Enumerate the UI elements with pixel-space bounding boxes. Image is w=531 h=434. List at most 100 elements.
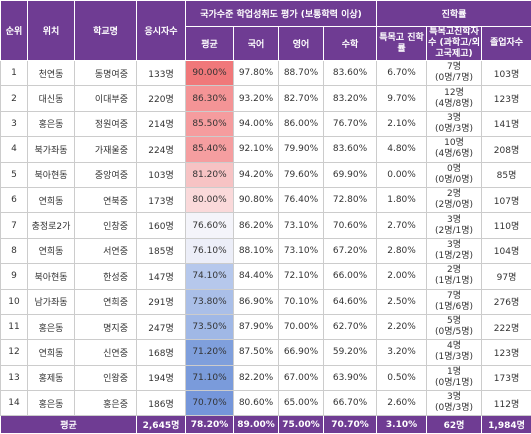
breakdown: (1명/1명) (434, 276, 474, 287)
breakdown: (4명/6명) (434, 149, 474, 160)
breakdown: (2명/1명) (434, 225, 474, 236)
cell: 110명 (481, 212, 531, 239)
cell: 82.70% (278, 85, 324, 112)
cell: 7 (0, 212, 28, 239)
cell: 0명 (0명/0명) (426, 161, 483, 188)
cell: 76.60% (185, 212, 234, 239)
count: 2명 (447, 189, 462, 200)
cell: 서연중 (74, 237, 137, 265)
cell: 103명 (136, 161, 186, 188)
cell: 충정로2가 (27, 212, 75, 239)
cell: 81.20% (185, 161, 234, 188)
cell: 73.80% (185, 288, 234, 315)
subheader-cell: 평균 (185, 26, 234, 61)
cell: 0.00% (376, 161, 428, 188)
breakdown: (2명/0명) (434, 200, 474, 211)
cell: 168명 (136, 339, 186, 366)
count: 0명 (447, 163, 462, 174)
cell: 88.70% (278, 59, 324, 87)
cell: 97.80% (233, 59, 279, 87)
cell: 3 (0, 110, 28, 138)
cell: 73.10% (278, 212, 324, 239)
cell: 107명 (481, 186, 531, 214)
cell: 1.80% (376, 186, 428, 214)
cell: 88.10% (233, 237, 279, 265)
cell: 남가좌동 (27, 288, 75, 315)
breakdown: (4명/8명) (434, 98, 474, 109)
breakdown: (0명/0명) (434, 174, 474, 185)
cell: 북가좌동 (27, 136, 75, 163)
count: 3명 (447, 112, 462, 123)
cell: 79.90% (278, 136, 324, 163)
cell: 천연동 (27, 59, 75, 87)
cell: 64.60% (322, 288, 378, 315)
cell: 동명여중 (74, 59, 137, 87)
cell: 103명 (481, 59, 531, 87)
cell: 대신동 (27, 85, 75, 112)
cell: 5명 (0명/5명) (426, 313, 483, 341)
cell: 72.10% (278, 263, 324, 290)
cell: 14 (0, 390, 28, 417)
cell: 0.50% (376, 364, 428, 392)
cell: 3명 (1명/2명) (426, 237, 483, 265)
cell: 70.70% (185, 390, 234, 417)
cell: 홍은동 (27, 390, 75, 417)
cell: 83.20% (322, 85, 378, 112)
cell: 2.70% (376, 212, 428, 239)
cell: 76.70% (322, 110, 378, 138)
cell: 83.60% (322, 136, 378, 163)
header-cell: 순위 (0, 0, 28, 61)
count: 5명 (447, 316, 462, 327)
cell: 7명 (1명/6명) (426, 288, 483, 315)
cell: 한성중 (74, 263, 137, 290)
count: 2명 (447, 265, 462, 276)
cell: 11 (0, 313, 28, 341)
breakdown: (0명/5명) (434, 327, 474, 338)
cell: 7명 (0명/7명) (426, 59, 483, 87)
cell: 222명 (481, 313, 531, 341)
cell: 76.40% (278, 186, 324, 214)
cell: 6.70% (376, 59, 428, 87)
cell: 9 (0, 263, 28, 290)
cell: 정원여중 (74, 110, 137, 138)
cell: 2.10% (376, 110, 428, 138)
cell: 10명 (4명/6명) (426, 136, 483, 163)
cell: 86.90% (233, 288, 279, 315)
cell: 9.70% (376, 85, 428, 112)
cell: 104명 (481, 237, 531, 265)
cell: 명지중 (74, 313, 137, 341)
cell: 인창중 (74, 212, 137, 239)
cell: 185명 (136, 237, 186, 265)
cell: 72.80% (322, 186, 378, 214)
cell: 86.30% (185, 85, 234, 112)
header-cell: 위치 (27, 0, 75, 61)
breakdown: (0명/3명) (434, 123, 474, 134)
cell: 84.40% (233, 263, 279, 290)
cell: 4 (0, 136, 28, 163)
cell: 79.60% (278, 161, 324, 188)
cell: 연희동 (27, 237, 75, 265)
cell: 중앙여중 (74, 161, 137, 188)
cell: 연희중 (74, 288, 137, 315)
cell: 62.70% (322, 313, 378, 341)
cell: 97명 (481, 263, 531, 290)
cell: 4.80% (376, 136, 428, 163)
cell: 90.80% (233, 186, 279, 214)
cell: 291명 (136, 288, 186, 315)
cell: 86.00% (278, 110, 324, 138)
cell: 6 (0, 186, 28, 214)
cell: 66.00% (322, 263, 378, 290)
cell: 83.60% (322, 59, 378, 87)
cell: 3명 (0명/3명) (426, 110, 483, 138)
cell: 82.20% (233, 364, 279, 392)
cell: 123명 (481, 85, 531, 112)
cell: 123명 (481, 339, 531, 366)
count: 3명 (447, 239, 462, 250)
cell: 홍은동 (27, 110, 75, 138)
subheader-cell: 특목고 진학률 (376, 26, 428, 61)
cell: 85명 (481, 161, 531, 188)
cell: 2.80% (376, 237, 428, 265)
cell: 194명 (136, 364, 186, 392)
cell: 3명 (2명/1명) (426, 212, 483, 239)
